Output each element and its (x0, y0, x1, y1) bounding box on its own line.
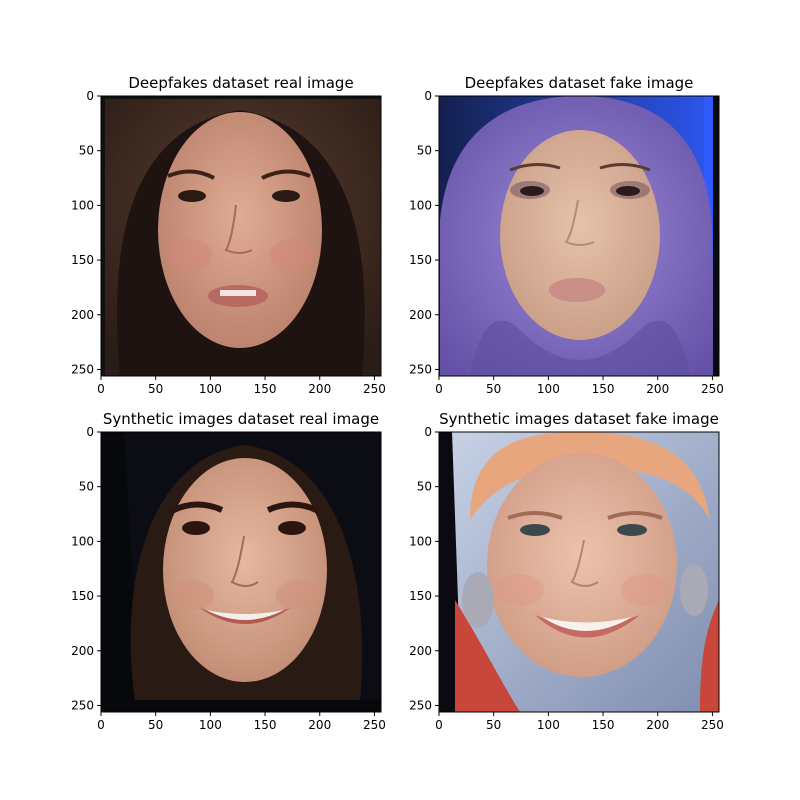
x-tick-label: 100 (199, 382, 222, 396)
mouth (549, 278, 605, 302)
y-axis: 0 50 100 150 200 250 (71, 425, 101, 712)
x-tick-label: 150 (592, 382, 615, 396)
mouth (200, 608, 290, 624)
hair (470, 432, 710, 520)
right-eye (617, 524, 647, 536)
y-tick-label: 100 (409, 198, 432, 212)
y-tick-label: 250 (409, 698, 432, 712)
panel-title: Deepfakes dataset real image (128, 74, 353, 92)
y-tick-label: 250 (71, 362, 94, 376)
y-tick-label: 100 (71, 534, 94, 548)
face (158, 112, 322, 348)
panel-deepfakes-fake: Deepfakes dataset fake image 0 50 100 150 20… (409, 74, 724, 396)
x-tick-label: 0 (97, 382, 105, 396)
face-image (101, 432, 381, 712)
left-eye (520, 186, 544, 196)
y-tick-label: 250 (409, 362, 432, 376)
y-tick-label: 0 (424, 89, 432, 103)
right-eye (616, 186, 640, 196)
face (500, 130, 660, 340)
y-tick-label: 50 (417, 144, 432, 158)
panel-title: Synthetic images dataset real image (103, 410, 379, 428)
y-tick-label: 250 (71, 698, 94, 712)
y-axis: 0 50 100 150 200 250 (71, 89, 101, 376)
x-tick-label: 150 (592, 718, 615, 732)
panel-deepfakes-real: Deepfakes dataset real image 0 50 100 150 20… (71, 74, 386, 396)
y-axis: 0 50 100 150 200 250 (409, 425, 439, 712)
face-image (439, 432, 719, 712)
face-image (439, 96, 719, 376)
x-tick-label: 0 (435, 382, 443, 396)
x-tick-label: 150 (254, 718, 277, 732)
y-tick-label: 150 (71, 589, 94, 603)
y-tick-label: 0 (86, 425, 94, 439)
y-tick-label: 200 (71, 308, 94, 322)
right-eye (272, 190, 300, 202)
y-tick-label: 150 (71, 253, 94, 267)
x-tick-label: 200 (646, 718, 669, 732)
x-tick-label: 100 (199, 718, 222, 732)
x-tick-label: 250 (363, 382, 386, 396)
x-tick-label: 250 (701, 382, 724, 396)
x-axis: 0 50 100 150 200 250 (435, 376, 724, 396)
x-tick-label: 250 (363, 718, 386, 732)
x-axis: 0 50 100 150 200 250 (435, 712, 724, 732)
y-tick-label: 50 (417, 480, 432, 494)
earring-right (680, 564, 708, 616)
y-tick-label: 100 (71, 198, 94, 212)
x-tick-label: 200 (646, 382, 669, 396)
clothing (455, 600, 719, 712)
face (487, 453, 677, 677)
y-tick-label: 200 (409, 644, 432, 658)
x-tick-label: 50 (486, 382, 501, 396)
y-tick-label: 150 (409, 589, 432, 603)
left-eye (520, 524, 550, 536)
earring-left (462, 572, 494, 628)
y-tick-label: 50 (79, 144, 94, 158)
y-tick-label: 0 (86, 89, 94, 103)
y-tick-label: 0 (424, 425, 432, 439)
y-tick-label: 150 (409, 253, 432, 267)
panel-synthetic-real: Synthetic images dataset real image 0 50 1… (71, 410, 386, 732)
panel-synthetic-fake: Synthetic images dataset fake image 0 50 1… (409, 410, 724, 732)
panel-title: Synthetic images dataset fake image (439, 410, 719, 428)
y-tick-label: 200 (71, 644, 94, 658)
x-axis: 0 50 100 150 200 250 (97, 376, 386, 396)
x-tick-label: 150 (254, 382, 277, 396)
face (163, 458, 327, 682)
y-tick-label: 200 (409, 308, 432, 322)
x-tick-label: 250 (701, 718, 724, 732)
left-eye (178, 190, 206, 202)
x-tick-label: 50 (148, 718, 163, 732)
x-tick-label: 200 (308, 718, 331, 732)
right-eye (278, 521, 306, 535)
x-tick-label: 100 (537, 718, 560, 732)
y-axis: 0 50 100 150 200 250 (409, 89, 439, 376)
x-tick-label: 50 (148, 382, 163, 396)
x-tick-label: 50 (486, 718, 501, 732)
x-tick-label: 100 (537, 382, 560, 396)
panel-title: Deepfakes dataset fake image (465, 74, 694, 92)
face-image (101, 96, 381, 376)
x-axis: 0 50 100 150 200 250 (97, 712, 386, 732)
y-tick-label: 100 (409, 534, 432, 548)
x-tick-label: 200 (308, 382, 331, 396)
y-tick-label: 50 (79, 480, 94, 494)
x-tick-label: 0 (97, 718, 105, 732)
left-eye (182, 521, 210, 535)
x-tick-label: 0 (435, 718, 443, 732)
